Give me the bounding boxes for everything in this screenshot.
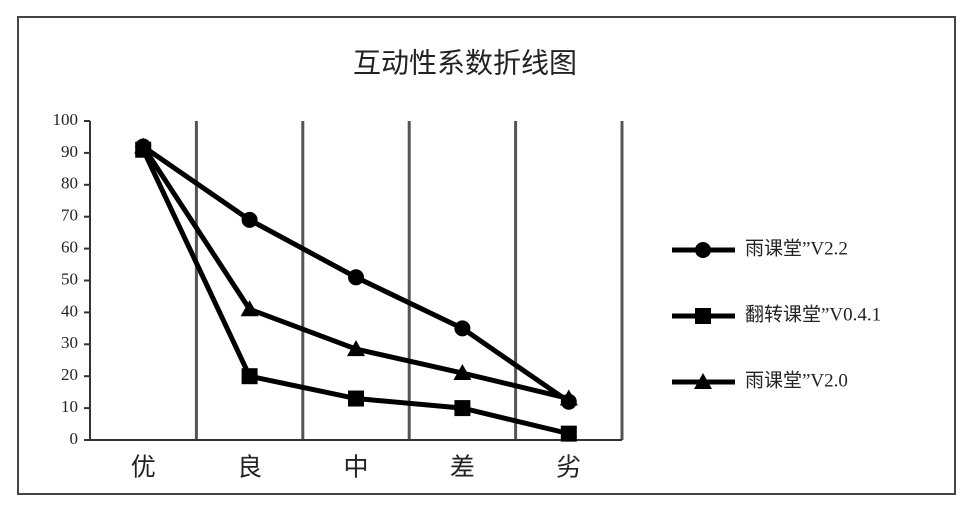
- data-point: [454, 400, 471, 417]
- legend-marker: [695, 242, 711, 258]
- y-tick-label: 90: [61, 142, 78, 161]
- data-point: [241, 368, 258, 385]
- data-point: [453, 364, 472, 381]
- x-tick-label: 优: [131, 454, 156, 482]
- x-tick-label: 差: [450, 454, 475, 482]
- data-point: [559, 389, 578, 406]
- x-tick-label: 劣: [556, 454, 581, 482]
- data-point: [347, 340, 365, 357]
- y-tick-label: 50: [61, 269, 78, 288]
- y-tick-label: 0: [70, 429, 79, 448]
- data-point: [348, 390, 364, 407]
- y-tick-label: 30: [61, 333, 78, 352]
- data-point: [454, 320, 471, 337]
- x-tick-label: 良: [237, 454, 262, 482]
- y-tick-label: 20: [61, 365, 78, 384]
- y-tick-label: 100: [53, 110, 79, 129]
- data-point: [134, 137, 153, 154]
- data-point: [348, 269, 364, 286]
- legend-label: 翻转课堂”V0.4.1: [745, 303, 881, 325]
- legend-marker: [694, 373, 712, 389]
- x-tick-label: 中: [343, 454, 368, 482]
- chart-title: 互动性系数折线图: [353, 47, 577, 79]
- data-point: [560, 425, 577, 442]
- y-tick-label: 70: [61, 206, 78, 225]
- y-tick-label: 80: [61, 174, 78, 193]
- y-tick-label: 60: [61, 238, 78, 257]
- y-tick-label: 10: [61, 397, 78, 416]
- data-point: [241, 211, 258, 228]
- legend-label: 雨课堂”V2.2: [745, 237, 848, 259]
- data-point: [240, 300, 259, 317]
- y-tick-label: 40: [61, 301, 78, 320]
- legend-label: 雨课堂”V2.0: [745, 369, 848, 391]
- legend-marker: [695, 308, 711, 324]
